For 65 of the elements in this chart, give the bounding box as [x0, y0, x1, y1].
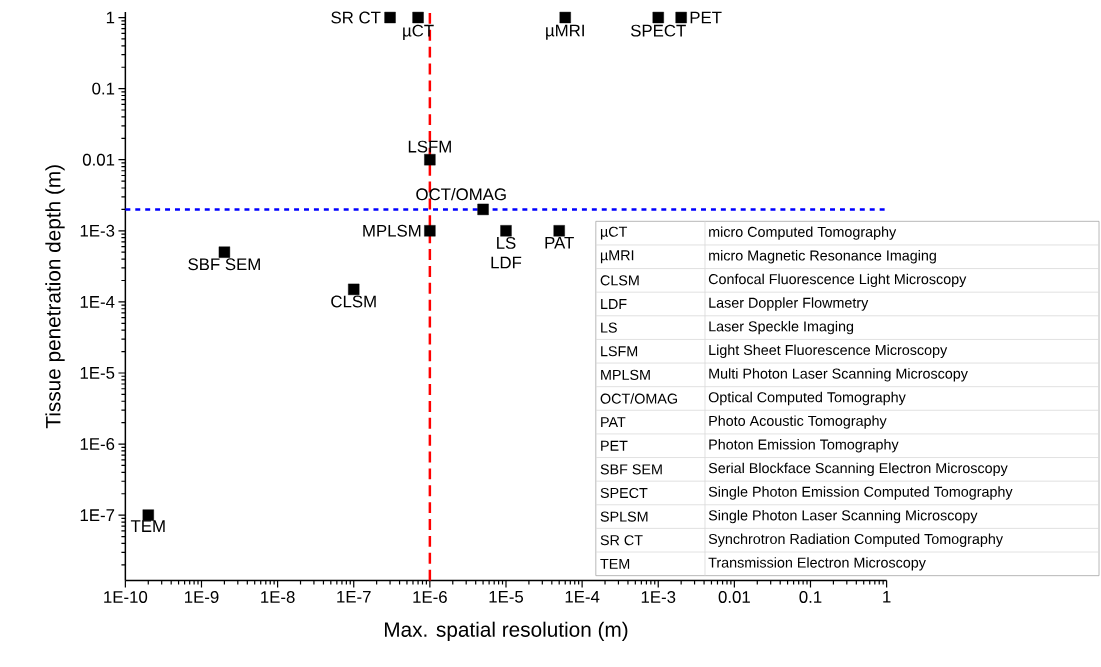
annotation: Photon Emission Tomography [709, 439, 899, 453]
x-tick-label: 1E-5 [489, 591, 524, 603]
x-tick-label: 1E-9 [185, 591, 219, 603]
annotation: MPLSM [601, 369, 650, 380]
x-tick-label: 1E-3 [641, 591, 676, 603]
annotation: LSFM [408, 140, 451, 153]
annotation: PAT [545, 236, 574, 249]
annotation: LS [497, 236, 516, 249]
y-tick-label: 0.1 [92, 82, 115, 95]
x-tick-label: 1 [883, 591, 891, 603]
y-tick-label: 1E-4 [80, 296, 115, 308]
annotation: SPECT [600, 487, 648, 499]
annotation: TEM [130, 520, 165, 532]
annotation: MPLSM [363, 224, 421, 237]
annotation: SPLSM [600, 511, 648, 522]
annotation: Single Photon Emission Computed Tomography [708, 486, 1013, 500]
annotation: OCT/OMAG [416, 187, 506, 201]
x-tick-label: 1E-4 [565, 591, 600, 603]
annotation: SR CT [331, 11, 381, 24]
annotation: Light Sheet Fluorescence Microscopy [709, 344, 948, 358]
annotation: LDF [491, 256, 522, 269]
y-tick-label: 1E-6 [80, 438, 115, 451]
annotation: µCT [403, 24, 434, 40]
x-tick-label: 1E-7 [337, 591, 371, 603]
annotation: µMRI [546, 24, 584, 40]
annotation: SBF SEM [188, 258, 260, 271]
y-axis-title: Tissue penetration depth (m) [45, 165, 65, 429]
annotation: LSFM [601, 346, 638, 357]
annotation: LS [601, 322, 617, 333]
annotation: Confocal Fluorescence Light Microscopy [708, 273, 967, 288]
annotation: Single Photon Laser Scanning Microscopy [708, 509, 978, 524]
y-tick-label: 1 [106, 11, 115, 24]
annotation: PAT [601, 417, 626, 428]
annotation: Synchrotron Radiation Computed Tomography [708, 533, 1003, 547]
y-tick-label: 1E-5 [80, 367, 115, 379]
annotation: Optical Computed Tomography [708, 391, 906, 406]
annotation: CLSM [331, 295, 376, 308]
annotation: Laser Speckle Imaging [709, 320, 854, 335]
annotation: CLSM [600, 275, 639, 286]
x-axis-title: Max. spatial resolution (m) [384, 621, 628, 642]
annotation: OCT/OMAG [600, 393, 677, 404]
annotation: SPECT [630, 24, 686, 37]
annotation: PET [601, 440, 628, 451]
x-tick-label: 1E-8 [261, 591, 295, 603]
annotation: SR CT [600, 535, 643, 546]
annotation: micro Magnetic Resonance Imaging [709, 250, 936, 264]
annotation: Multi Photon Laser Scanning Microscopy [709, 368, 968, 382]
annotation: micro Computed Tomography [709, 226, 897, 240]
annotation: Laser Doppler Flowmetry [709, 297, 869, 311]
annotation: PET [690, 11, 722, 24]
x-tick-label: 1E-6 [413, 591, 447, 603]
annotation: Serial Blockface Scanning Electron Microscopy [708, 462, 1008, 477]
x-tick-label: 0.01 [718, 591, 750, 603]
y-tick-label: 0.01 [82, 153, 115, 166]
y-tick-label: 1E-7 [80, 509, 115, 521]
x-tick-label: 0.1 [799, 591, 822, 603]
annotation: SBF SEM [600, 464, 662, 475]
x-tick-label: 1E-10 [104, 591, 148, 603]
annotation: TEM [600, 558, 630, 569]
y-tick-label: 1E-3 [80, 224, 115, 237]
annotation: µMRI [600, 250, 634, 264]
annotation: µCT [600, 226, 628, 240]
annotation: Transmission Electron Microscopy [708, 557, 926, 571]
annotation: LDF [601, 299, 627, 309]
annotation: Photo Acoustic Tomography [709, 415, 887, 429]
